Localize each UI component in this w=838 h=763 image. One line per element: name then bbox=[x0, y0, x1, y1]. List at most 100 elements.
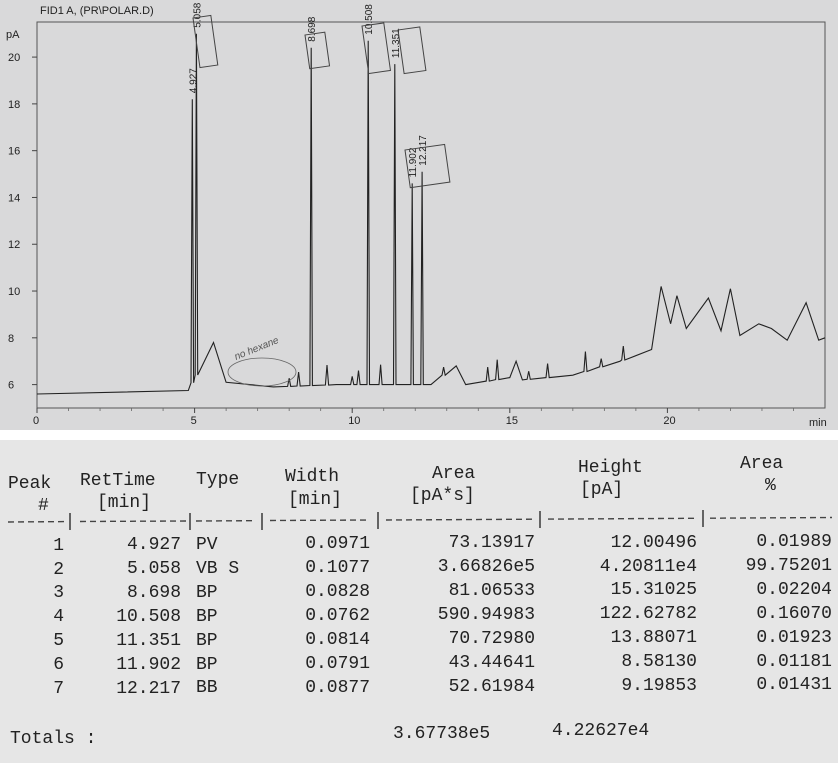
totals-label: Totals : bbox=[10, 729, 97, 749]
x-axis-unit: min bbox=[809, 417, 827, 429]
plot-frame bbox=[36, 21, 826, 409]
cell-area-pct: 0.01989 bbox=[756, 532, 832, 553]
handwritten-box-12217 bbox=[404, 143, 451, 189]
x-tick-label: 15 bbox=[506, 415, 518, 427]
cell-rettime: 10.508 bbox=[116, 606, 181, 627]
peak-label: 8.698 bbox=[307, 16, 318, 41]
cell-height: 13.88071 bbox=[610, 628, 697, 649]
cell-height: 8.58130 bbox=[621, 652, 697, 673]
y-tick-label: 16 bbox=[8, 146, 20, 158]
cell-area: 81.06533 bbox=[448, 581, 535, 602]
header-area-unit: [pA*s] bbox=[410, 486, 475, 506]
cell-area-pct: 0.01923 bbox=[756, 627, 832, 648]
cell-area: 3.66826e5 bbox=[437, 557, 535, 578]
cell-type: VB S bbox=[196, 558, 240, 579]
cell-rettime: 11.351 bbox=[116, 630, 181, 651]
chromatogram-panel: FID1 A, (PR\POLAR.D) pA min 6 8 10 12 14 16 18 20 0… bbox=[0, 0, 838, 430]
x-tick-label: 0 bbox=[33, 415, 39, 427]
header-area-pct-unit: % bbox=[765, 476, 776, 496]
cell-area: 43.44641 bbox=[448, 652, 535, 673]
chromatogram-trace bbox=[36, 33, 826, 395]
cell-rettime: 11.902 bbox=[116, 654, 181, 675]
cell-area: 70.72980 bbox=[448, 629, 535, 650]
cell-area-pct: 0.02204 bbox=[756, 579, 832, 600]
header-area: Area bbox=[432, 464, 476, 484]
cell-width: 0.1077 bbox=[305, 558, 370, 579]
peak-label: 11.902 bbox=[408, 147, 419, 177]
y-tick-label: 10 bbox=[8, 286, 20, 298]
y-tick-label: 8 bbox=[8, 333, 14, 345]
x-tick-label: 10 bbox=[348, 415, 360, 427]
cell-area: 590.94983 bbox=[437, 605, 535, 626]
handwritten-box-10508 bbox=[361, 22, 392, 75]
cell-width: 0.0814 bbox=[305, 629, 370, 650]
cell-width: 0.0828 bbox=[305, 582, 370, 603]
cell-area-pct: 0.01431 bbox=[756, 675, 832, 696]
cell-rettime: 4.927 bbox=[126, 535, 181, 556]
header-rettime-unit: [min] bbox=[97, 493, 152, 513]
header-peak-unit: # bbox=[38, 496, 49, 516]
total-area: 3.67738e5 bbox=[393, 724, 491, 744]
cell-rettime: 8.698 bbox=[126, 582, 181, 603]
chromatogram-chart: FID1 A, (PR\POLAR.D) pA min 6 8 10 12 14 16 18 20 0… bbox=[6, 2, 827, 429]
header-height-unit: [pA] bbox=[580, 480, 624, 500]
y-tick-label: 20 bbox=[8, 52, 20, 64]
cell-area: 52.61984 bbox=[448, 676, 535, 697]
header-separator bbox=[7, 510, 833, 530]
cell-width: 0.0762 bbox=[305, 605, 370, 626]
cell-height: 9.19853 bbox=[621, 676, 697, 697]
cell-width: 0.0971 bbox=[305, 534, 370, 555]
cell-type: BB bbox=[196, 678, 218, 699]
header-height: Height bbox=[578, 458, 643, 478]
y-tick-label: 18 bbox=[8, 99, 20, 111]
chart-title: FID1 A, (PR\POLAR.D) bbox=[40, 5, 154, 17]
cell-type: BP bbox=[196, 654, 218, 675]
cell-height: 12.00496 bbox=[610, 532, 697, 553]
peak-label: 11.351 bbox=[391, 28, 402, 58]
y-tick-label: 14 bbox=[8, 192, 20, 204]
integration-report: Peak # RetTime [min] Type Width [min] Ar… bbox=[0, 440, 838, 763]
header-rettime: RetTime bbox=[80, 471, 156, 491]
cell-rettime: 5.058 bbox=[126, 559, 181, 580]
cell-height: 15.31025 bbox=[610, 580, 697, 601]
cell-peak: 3 bbox=[53, 583, 64, 604]
x-tick-label: 20 bbox=[663, 415, 675, 427]
cell-height: 4.20811e4 bbox=[599, 556, 697, 577]
handwritten-circle bbox=[227, 357, 297, 387]
cell-peak: 4 bbox=[53, 607, 64, 628]
y-tick-label: 6 bbox=[8, 380, 14, 392]
cell-width: 0.0791 bbox=[305, 653, 370, 674]
peak-label: 4.927 bbox=[188, 68, 199, 93]
handwritten-box-11351 bbox=[397, 26, 427, 75]
header-type: Type bbox=[196, 470, 240, 490]
panel-gap bbox=[0, 430, 838, 440]
cell-peak: 6 bbox=[53, 655, 64, 676]
cell-type: BP bbox=[196, 606, 218, 627]
peak-label: 5.058 bbox=[192, 2, 203, 27]
header-width-unit: [min] bbox=[288, 490, 343, 510]
peak-label: 10.508 bbox=[364, 4, 375, 35]
peak-label: 12.217 bbox=[418, 135, 429, 166]
cell-type: BP bbox=[196, 630, 218, 651]
header-width: Width bbox=[285, 467, 340, 487]
cell-peak: 5 bbox=[53, 631, 64, 652]
cell-area-pct: 0.01181 bbox=[756, 651, 832, 672]
cell-peak: 2 bbox=[53, 559, 64, 580]
cell-area-pct: 99.75201 bbox=[745, 555, 832, 576]
cell-height: 122.62782 bbox=[599, 604, 697, 625]
header-peak: Peak bbox=[8, 474, 52, 494]
cell-peak: 1 bbox=[53, 535, 64, 556]
cell-type: BP bbox=[196, 582, 218, 603]
cell-width: 0.0877 bbox=[305, 677, 370, 698]
x-tick-label: 5 bbox=[191, 415, 197, 427]
handwritten-box-5058 bbox=[192, 14, 219, 69]
handwritten-box-8698 bbox=[304, 31, 331, 70]
cell-area: 73.13917 bbox=[448, 533, 535, 554]
y-axis-unit: pA bbox=[6, 29, 20, 41]
y-tick-label: 12 bbox=[8, 239, 20, 251]
cell-rettime: 12.217 bbox=[116, 678, 181, 699]
cell-area-pct: 0.16070 bbox=[756, 603, 832, 624]
cell-peak: 7 bbox=[53, 679, 64, 700]
cell-type: PV bbox=[196, 535, 218, 556]
header-area-pct: Area bbox=[740, 454, 784, 474]
